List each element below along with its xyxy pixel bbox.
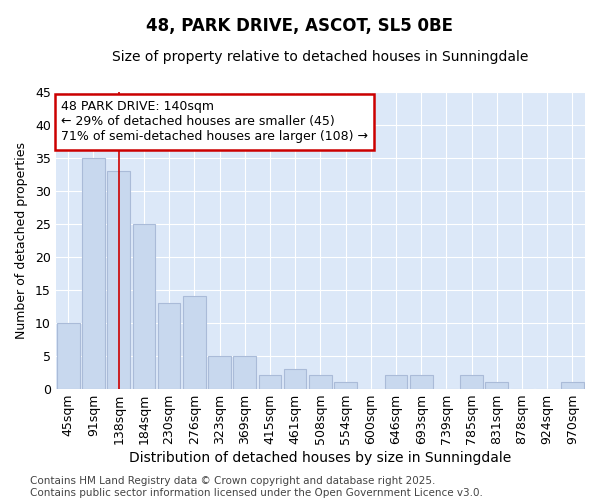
Text: 48, PARK DRIVE, ASCOT, SL5 0BE: 48, PARK DRIVE, ASCOT, SL5 0BE [146, 18, 454, 36]
Bar [183, 296, 206, 388]
Text: 48 PARK DRIVE: 140sqm
← 29% of detached houses are smaller (45)
71% of semi-deta: 48 PARK DRIVE: 140sqm ← 29% of detached … [61, 100, 368, 144]
Bar [460, 376, 483, 388]
Bar [57, 322, 80, 388]
Title: Size of property relative to detached houses in Sunningdale: Size of property relative to detached ho… [112, 50, 529, 64]
Bar [208, 356, 231, 388]
Bar [107, 171, 130, 388]
Bar [334, 382, 357, 388]
Bar [259, 376, 281, 388]
Y-axis label: Number of detached properties: Number of detached properties [15, 142, 28, 338]
Bar [561, 382, 584, 388]
Bar [485, 382, 508, 388]
Bar [158, 303, 181, 388]
Bar [82, 158, 105, 388]
X-axis label: Distribution of detached houses by size in Sunningdale: Distribution of detached houses by size … [129, 451, 511, 465]
Bar [233, 356, 256, 388]
Bar [133, 224, 155, 388]
Bar [385, 376, 407, 388]
Bar [309, 376, 332, 388]
Text: Contains HM Land Registry data © Crown copyright and database right 2025.
Contai: Contains HM Land Registry data © Crown c… [30, 476, 483, 498]
Bar [284, 369, 307, 388]
Bar [410, 376, 433, 388]
